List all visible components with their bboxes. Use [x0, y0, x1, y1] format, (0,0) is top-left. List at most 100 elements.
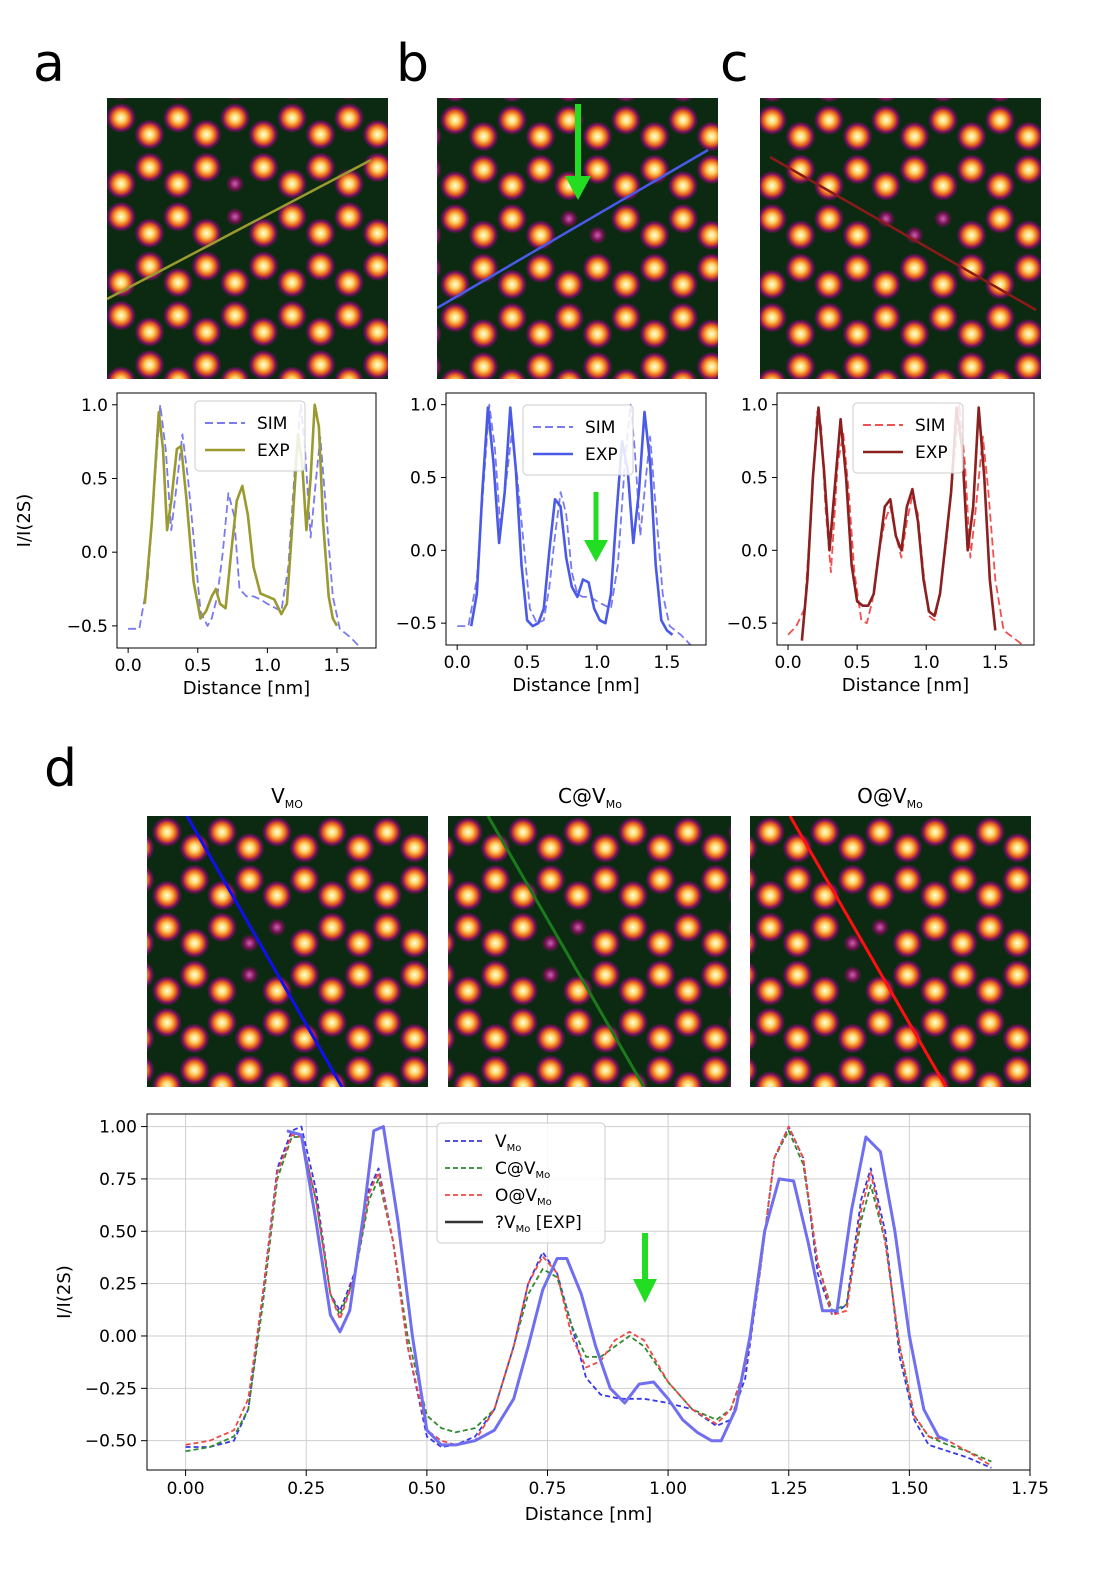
green-arrow-chart-d	[633, 1233, 657, 1303]
atom	[448, 1025, 456, 1052]
atom	[892, 1055, 923, 1086]
atom	[1030, 826, 1031, 838]
atom	[179, 1023, 210, 1054]
atom	[453, 880, 483, 911]
atom	[248, 119, 279, 150]
atom	[668, 170, 698, 201]
atom	[871, 105, 901, 135]
atom	[865, 880, 895, 911]
atom	[668, 269, 698, 300]
x-tick-label: 0.5	[184, 656, 211, 676]
atom	[700, 959, 731, 990]
atom	[1013, 318, 1041, 349]
legend-label: EXP	[257, 441, 290, 461]
atom	[639, 318, 670, 349]
atom	[497, 105, 527, 135]
atom	[453, 1071, 483, 1087]
legend-label: SIM	[915, 416, 945, 436]
atom	[262, 880, 292, 911]
atom	[975, 817, 1005, 847]
atom	[179, 1055, 210, 1086]
x-tick-label: 1.0	[583, 653, 610, 673]
atom	[975, 975, 1005, 1006]
atom	[334, 168, 364, 199]
atom	[372, 1071, 402, 1087]
atom	[947, 959, 978, 990]
x-tick-label: 1.50	[890, 1479, 928, 1499]
atom	[696, 351, 718, 379]
y-tick-label: −0.25	[85, 1379, 137, 1399]
atom	[865, 1007, 895, 1038]
atom	[525, 253, 556, 284]
atom	[440, 269, 470, 300]
atom	[437, 224, 442, 246]
legend-label: EXP	[585, 445, 618, 465]
y-tick-label: 0.0	[741, 541, 768, 561]
atom	[134, 218, 165, 249]
atom	[700, 928, 731, 959]
atom	[107, 360, 108, 369]
atom	[673, 1007, 703, 1038]
line-profile-a	[107, 158, 372, 301]
atom	[163, 201, 193, 232]
atom	[814, 368, 844, 379]
atom	[284, 98, 300, 101]
atom	[234, 864, 265, 895]
atom	[344, 928, 375, 959]
atom	[755, 912, 785, 943]
atom	[554, 368, 584, 379]
atom	[163, 366, 193, 379]
atom	[928, 170, 958, 201]
atom	[163, 168, 193, 199]
atom	[645, 864, 676, 895]
atom	[785, 121, 816, 152]
y-axis-label: I/I(2S)	[54, 1265, 75, 1319]
atom	[508, 817, 538, 847]
atom	[262, 817, 292, 847]
atom	[590, 832, 621, 863]
atom	[639, 351, 670, 379]
y-tick-label: 1.00	[99, 1118, 137, 1138]
atom	[191, 349, 222, 379]
atom	[525, 121, 556, 152]
legend-box	[436, 1122, 606, 1244]
atom	[207, 1071, 237, 1087]
atom	[207, 912, 237, 943]
atom	[170, 98, 186, 101]
atom	[673, 1071, 703, 1087]
atom	[750, 930, 758, 957]
atom	[750, 834, 758, 861]
atom	[673, 912, 703, 943]
atom	[554, 269, 584, 300]
atom	[673, 817, 703, 847]
y-tick-label: −0.50	[85, 1432, 137, 1452]
y-tick-label: 0.00	[99, 1327, 137, 1347]
atom	[427, 890, 428, 901]
legend-label: ?VMo [EXP]	[495, 1213, 582, 1235]
atom	[590, 864, 621, 895]
atom	[696, 121, 718, 152]
atom	[248, 251, 279, 282]
atom	[673, 975, 703, 1006]
atom	[525, 220, 556, 251]
x-axis-label: Distance [nm]	[525, 1504, 652, 1525]
atom	[920, 880, 950, 911]
atom	[639, 253, 670, 284]
dim-atom	[588, 226, 607, 245]
atom	[810, 1071, 840, 1087]
atom	[277, 168, 307, 199]
atom	[865, 1071, 895, 1087]
plot-frame	[776, 392, 1035, 646]
dim-atom	[240, 934, 259, 953]
atom	[750, 961, 758, 988]
atom	[277, 103, 307, 133]
atom	[107, 103, 136, 133]
atom	[468, 253, 499, 284]
atom	[372, 975, 402, 1006]
atom	[975, 880, 1005, 911]
legend-label: C@VMo	[495, 1159, 550, 1181]
atom	[785, 154, 816, 185]
atom	[248, 316, 279, 347]
atom	[755, 1071, 785, 1087]
atom	[262, 975, 292, 1006]
